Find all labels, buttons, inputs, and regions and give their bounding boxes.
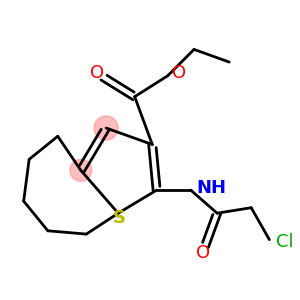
Text: O: O xyxy=(90,64,104,82)
Circle shape xyxy=(70,159,92,181)
Text: O: O xyxy=(172,64,186,82)
Circle shape xyxy=(94,116,118,140)
Text: NH: NH xyxy=(196,179,226,197)
Text: Cl: Cl xyxy=(276,233,294,251)
Text: O: O xyxy=(196,244,210,262)
Text: S: S xyxy=(113,208,126,226)
